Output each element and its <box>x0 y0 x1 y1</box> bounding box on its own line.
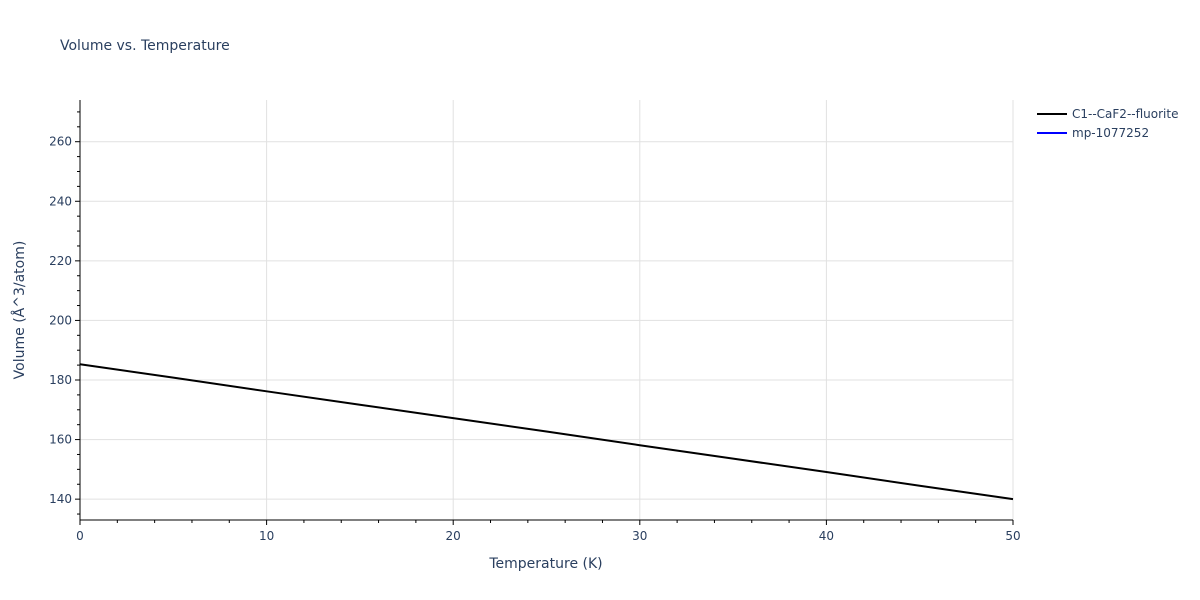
y-tick-label: 240 <box>49 194 72 208</box>
y-tick-label: 220 <box>49 254 72 268</box>
series-line <box>79 363 1014 501</box>
x-tick-label: 50 <box>1005 529 1020 543</box>
y-tick-label: 140 <box>49 492 72 506</box>
chart-title: Volume vs. Temperature <box>60 38 230 54</box>
legend[interactable]: C1--CaF2--fluorite mp-1077252 <box>1037 107 1178 140</box>
axes <box>79 100 1013 521</box>
x-tick-label: 40 <box>819 529 834 543</box>
x-axis-title: Temperature (K) <box>488 556 602 572</box>
x-tick-label: 20 <box>446 529 461 543</box>
x-tick-label: 10 <box>259 529 274 543</box>
plot-area <box>79 363 1014 501</box>
y-tick-label: 180 <box>49 373 72 387</box>
x-tick-label: 0 <box>76 529 84 543</box>
legend-label: mp-1077252 <box>1072 126 1149 140</box>
x-tick-label: 30 <box>632 529 647 543</box>
grid <box>80 100 1014 520</box>
legend-label: C1--CaF2--fluorite <box>1072 107 1178 121</box>
y-tick-label: 160 <box>49 433 72 447</box>
y-tick-label: 200 <box>49 313 72 327</box>
y-tick-label: 260 <box>49 135 72 149</box>
y-axis-title: Volume (Å^3/atom) <box>11 241 28 380</box>
ticks: 0 10 20 30 40 50 140 160 180 200 220 240 260 <box>49 111 1021 543</box>
